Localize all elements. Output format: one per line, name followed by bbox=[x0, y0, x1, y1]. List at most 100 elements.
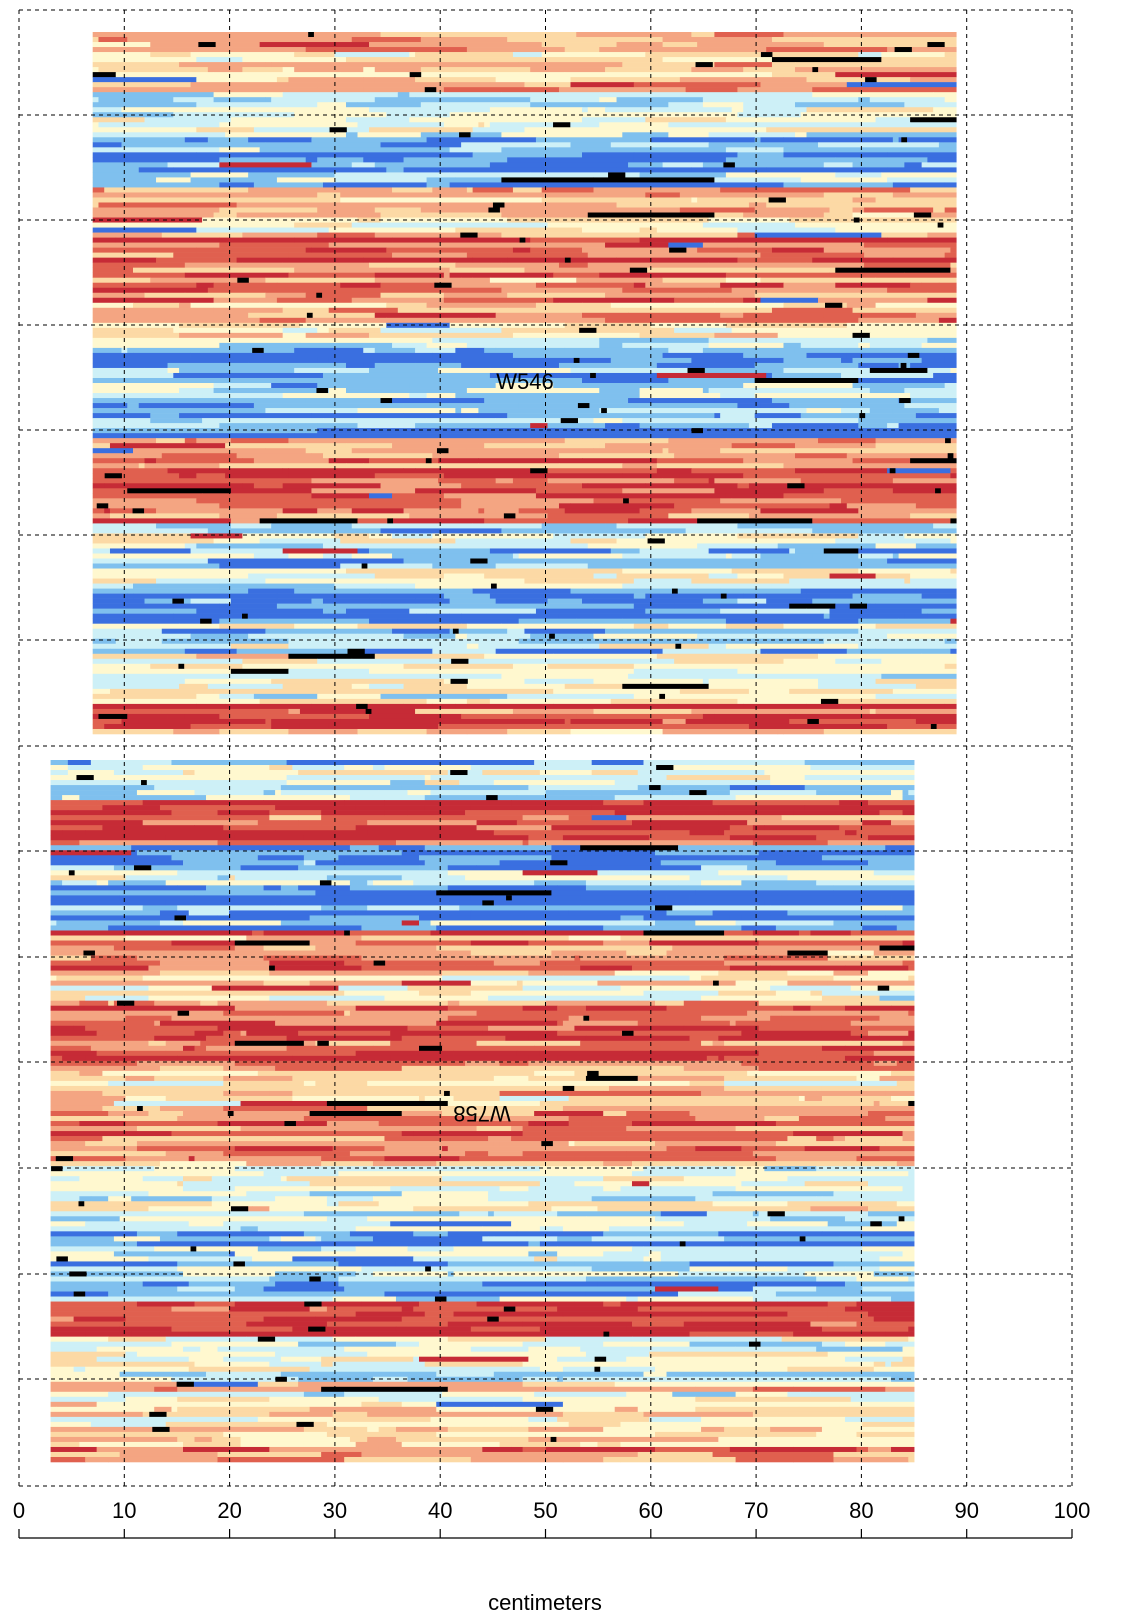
heatmap-cell bbox=[887, 167, 905, 173]
heatmap-cell bbox=[574, 1366, 656, 1373]
heatmap-cell bbox=[217, 1456, 345, 1463]
heatmap-cell bbox=[179, 332, 284, 339]
heatmap-cell bbox=[511, 800, 604, 806]
heatmap-cell bbox=[927, 232, 957, 238]
heatmap-cell bbox=[194, 1301, 236, 1307]
heatmap-cell bbox=[259, 478, 312, 484]
heatmap-cell bbox=[276, 297, 353, 304]
heatmap-cell bbox=[309, 915, 420, 921]
heatmap-cell bbox=[419, 1090, 500, 1097]
heatmap-cell bbox=[950, 473, 957, 479]
heatmap-cell bbox=[656, 362, 738, 369]
heatmap-cell bbox=[338, 855, 351, 861]
heatmap-cell bbox=[317, 327, 330, 334]
heatmap-cell bbox=[125, 1010, 213, 1017]
heatmap-cell bbox=[430, 1126, 477, 1132]
heatmap-cell bbox=[351, 658, 451, 665]
heatmap-cell bbox=[603, 925, 690, 931]
heatmap-cell bbox=[933, 523, 957, 529]
heatmap-cell bbox=[133, 352, 191, 359]
heatmap-cell bbox=[783, 87, 813, 93]
heatmap-cell bbox=[92, 623, 180, 629]
heatmap-cell bbox=[177, 1231, 305, 1237]
heatmap-cell bbox=[328, 227, 456, 233]
heatmap-cell bbox=[361, 1451, 460, 1458]
heatmap-cell bbox=[144, 458, 157, 464]
heatmap-cell bbox=[242, 232, 318, 238]
heatmap-cell bbox=[691, 357, 784, 364]
heatmap-cell bbox=[702, 162, 825, 168]
heatmap-cell bbox=[50, 1090, 103, 1097]
heatmap-cell bbox=[234, 875, 287, 881]
heatmap-cell bbox=[587, 252, 652, 258]
heatmap-cell bbox=[737, 573, 784, 579]
heatmap-cell bbox=[148, 985, 213, 991]
heatmap-cell bbox=[879, 1075, 915, 1082]
heatmap-cell bbox=[752, 1286, 817, 1292]
heatmap-cell bbox=[179, 593, 278, 599]
heatmap-cell bbox=[712, 1381, 823, 1388]
heatmap-cell bbox=[369, 147, 451, 153]
heatmap-cell bbox=[315, 1236, 322, 1242]
heatmap-cell bbox=[447, 885, 558, 891]
heatmap-cell bbox=[810, 1005, 846, 1012]
heatmap-cell bbox=[282, 307, 330, 314]
heatmap-cell bbox=[355, 805, 426, 811]
heatmap-cell bbox=[645, 608, 721, 614]
heatmap-cell bbox=[315, 1316, 403, 1322]
heatmap-cell bbox=[196, 438, 232, 444]
heatmap-cell bbox=[108, 1291, 161, 1297]
outlier-cell bbox=[55, 1156, 74, 1162]
heatmap-cell bbox=[98, 272, 186, 278]
heatmap-cell bbox=[384, 800, 512, 806]
heatmap-cell bbox=[668, 122, 756, 128]
heatmap-cell bbox=[511, 1136, 627, 1142]
heatmap-cell bbox=[747, 1221, 760, 1227]
heatmap-cell bbox=[92, 613, 174, 619]
heatmap-cell bbox=[334, 212, 381, 218]
heatmap-cell bbox=[259, 518, 358, 524]
heatmap-cell bbox=[511, 1226, 541, 1232]
heatmap-cell bbox=[637, 995, 702, 1001]
heatmap-cell bbox=[280, 790, 380, 796]
heatmap-cell bbox=[246, 1191, 311, 1197]
outlier-cell bbox=[492, 202, 505, 208]
heatmap-cell bbox=[793, 1456, 834, 1463]
heatmap-cell bbox=[892, 192, 934, 198]
outlier-cell bbox=[853, 217, 860, 223]
heatmap-cell bbox=[303, 1116, 397, 1122]
heatmap-cell bbox=[401, 920, 420, 926]
heatmap-cell bbox=[426, 418, 497, 424]
heatmap-cell bbox=[113, 945, 236, 951]
heatmap-cell bbox=[196, 227, 226, 233]
heatmap-cell bbox=[263, 790, 276, 796]
heatmap-cell bbox=[806, 593, 853, 599]
heatmap-cell bbox=[229, 880, 316, 886]
heatmap-cell bbox=[349, 1436, 368, 1443]
heatmap-cell bbox=[631, 1121, 644, 1127]
heatmap-cell bbox=[501, 287, 548, 294]
heatmap-cell bbox=[553, 653, 658, 660]
heatmap-cell bbox=[599, 408, 710, 414]
heatmap-cell bbox=[582, 483, 589, 489]
heatmap-cell bbox=[142, 820, 259, 826]
heatmap-cell bbox=[328, 458, 370, 464]
heatmap-cell bbox=[553, 533, 646, 539]
heatmap-cell bbox=[747, 820, 863, 826]
heatmap-cell bbox=[620, 935, 713, 941]
heatmap-cell bbox=[574, 1261, 690, 1267]
heatmap-cell bbox=[528, 1426, 604, 1433]
heatmap-cell bbox=[372, 1161, 397, 1167]
heatmap-cell bbox=[194, 770, 299, 776]
heatmap-cell bbox=[50, 1321, 121, 1327]
heatmap-cell bbox=[466, 633, 531, 640]
heatmap-cell bbox=[156, 257, 203, 263]
heatmap-cell bbox=[904, 533, 957, 539]
heatmap-cell bbox=[887, 47, 957, 53]
heatmap-cell bbox=[879, 795, 903, 801]
heatmap-cell bbox=[511, 1426, 529, 1433]
heatmap-cell bbox=[334, 52, 410, 58]
heatmap-cell bbox=[701, 1316, 829, 1322]
heatmap-cell bbox=[816, 1166, 915, 1172]
heatmap-cell bbox=[344, 980, 403, 986]
